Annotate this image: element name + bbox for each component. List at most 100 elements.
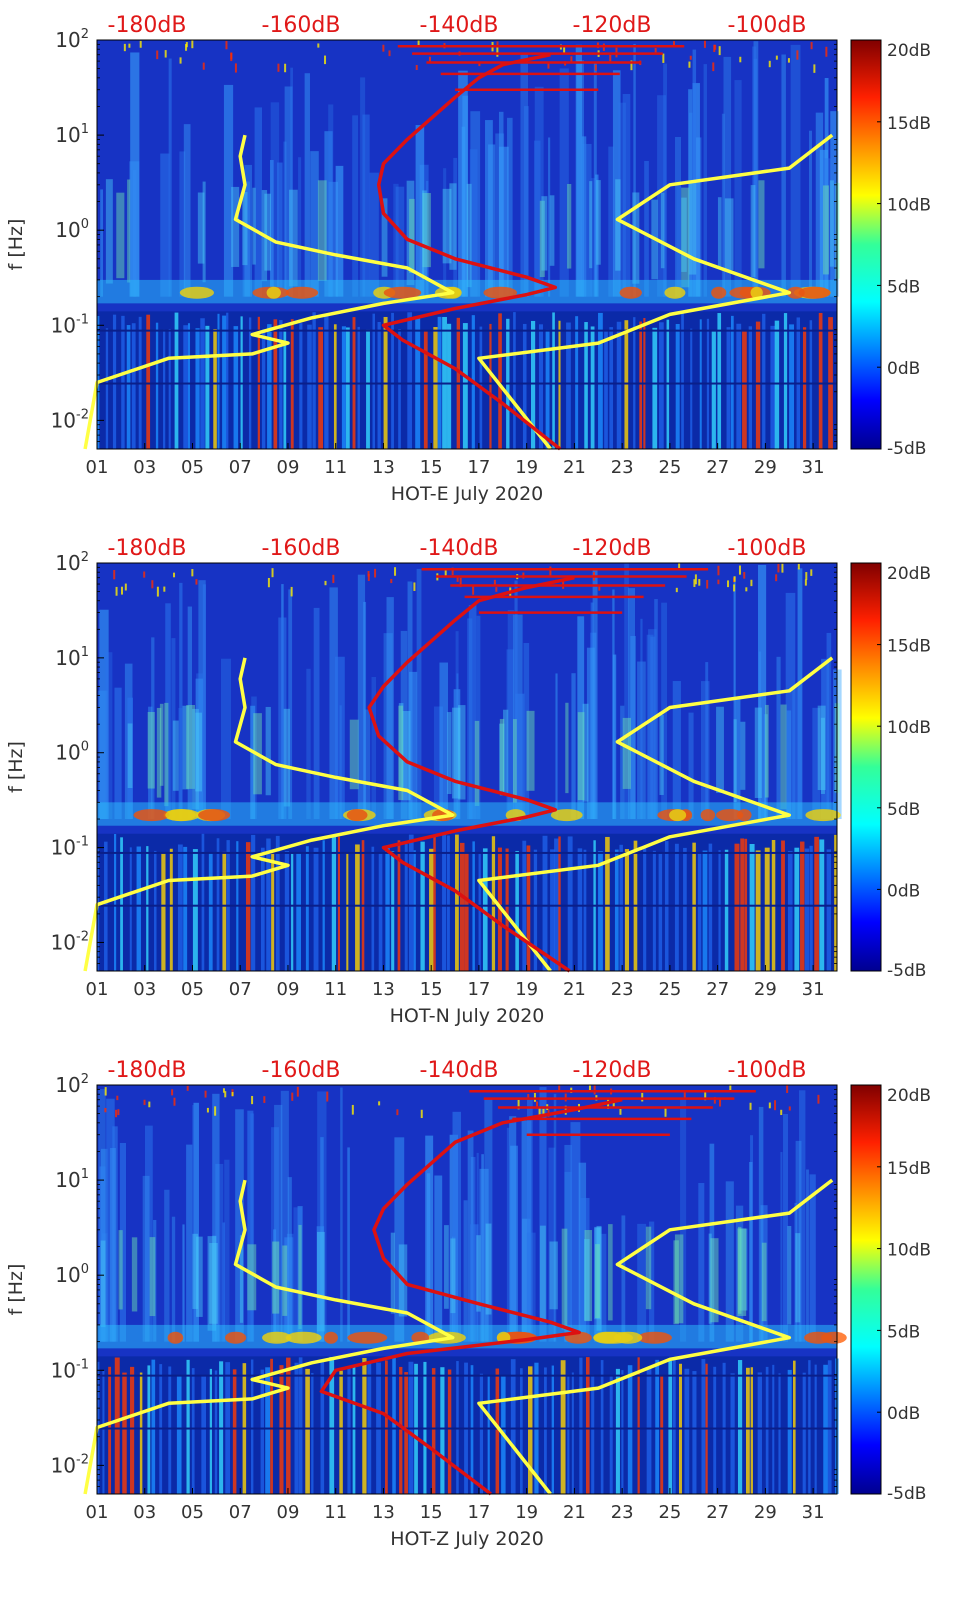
x-tick-label: 03 [133,979,156,1000]
y-tick-label: 100 [55,217,89,242]
colorbar-tick-label: 5dB [887,277,920,297]
colorbar-tick-label: 10dB [887,718,931,738]
x-tick-label: 29 [754,1502,777,1523]
x-tick-label: 19 [515,979,538,1000]
x-tick-label: 01 [86,1502,109,1523]
x-axis-label: HOT-N July 2020 [390,1005,545,1027]
x-tick-label: 27 [706,979,729,1000]
y-tick-label: 102 [55,27,89,52]
noise-model-curve-red [319,1097,623,1496]
colorbar-tick-label: 0dB [887,1404,920,1424]
colorbar-tick-label: 15dB [887,114,931,134]
colorbar-tick-label: 0dB [887,359,920,379]
top-axis-db-label: -180dB [108,1058,187,1083]
y-tick-label: 10-2 [51,1452,89,1477]
y-tick-label: 102 [55,1072,89,1097]
colorbar [850,1084,882,1495]
x-tick-label: 25 [658,979,681,1000]
top-axis-db-label: -180dB [108,13,187,38]
x-tick-label: 27 [706,1502,729,1523]
x-tick-label: 01 [86,979,109,1000]
colorbar-tick-label: 20dB [887,1086,931,1106]
top-axis-db-label: -100dB [728,13,807,38]
top-axis-db-label: -100dB [728,536,807,561]
x-tick-label: 05 [181,1502,204,1523]
x-tick-label: 17 [467,457,490,478]
x-tick-label: 25 [658,1502,681,1523]
top-axis-db-label: -160dB [262,13,341,38]
colorbar-tick-label: -5dB [887,1484,926,1504]
y-tick-label: 101 [55,645,89,670]
colorbar-tick-label: -5dB [887,439,926,459]
plot-frame [96,1084,838,1495]
x-tick-label: 01 [86,457,109,478]
top-axis-db-label: -180dB [108,536,187,561]
y-tick-label: 10-1 [51,1357,89,1382]
x-tick-label: 03 [133,1502,156,1523]
noise-model-curve-red [367,575,575,973]
band-line [97,851,837,854]
y-axis-label: f [Hz] [5,741,27,793]
colorbar-tick-label: 10dB [887,196,931,216]
x-axis-label: HOT-Z July 2020 [390,1528,544,1550]
colorbar-tick-label: -5dB [887,961,926,981]
noise-model-curve-yellow [477,656,834,973]
x-tick-label: 05 [181,979,204,1000]
band-line [97,329,837,332]
x-tick-label: 17 [467,979,490,1000]
y-tick-label: 10-2 [51,929,89,954]
colorbar-tick-label: 0dB [887,881,920,901]
spectrogram-texture [97,1087,847,1349]
x-tick-label: 31 [802,979,825,1000]
x-tick-label: 23 [611,979,634,1000]
x-tick-label: 21 [563,457,586,478]
x-tick-label: 15 [420,1502,443,1523]
x-tick-label: 29 [754,457,777,478]
top-axis-db-label: -120dB [573,1058,652,1083]
y-tick-label: 101 [55,1167,89,1192]
x-tick-label: 13 [372,457,395,478]
colorbar-tick-label: 10dB [887,1241,931,1261]
plot-frame [96,39,838,450]
x-tick-label: 13 [372,979,395,1000]
top-axis-db-label: -160dB [262,1058,341,1083]
colorbar-tick-label: 5dB [887,800,920,820]
noise-model-curve-yellow [477,1178,834,1496]
band-line [97,904,837,907]
x-tick-label: 17 [467,1502,490,1523]
y-tick-label: 10-1 [51,312,89,337]
x-tick-label: 15 [420,457,443,478]
band-line [97,1427,837,1430]
top-axis-db-label: -140dB [420,13,499,38]
x-tick-label: 03 [133,457,156,478]
noise-model-curve-yellow [477,133,834,451]
noise-model-curve-yellow [83,1179,455,1495]
x-tick-label: 05 [181,457,204,478]
y-tick-label: 101 [55,122,89,147]
band-line [97,1374,837,1377]
x-tick-label: 31 [802,457,825,478]
y-tick-label: 100 [55,740,89,765]
x-tick-label: 09 [277,1502,300,1523]
x-tick-label: 13 [372,1502,395,1523]
top-axis-db-label: -100dB [728,1058,807,1083]
x-tick-label: 21 [563,1502,586,1523]
x-tick-label: 11 [324,1502,347,1523]
x-tick-label: 23 [611,1502,634,1523]
x-tick-label: 29 [754,979,777,1000]
noise-model-curve-red [376,52,562,451]
spectrogram-panel-1: 01 03 05 07 09 11 13 15 17 19 21 23 25 27 29 31 HOT-E Ju… [5,13,931,505]
x-tick-label: 27 [706,457,729,478]
y-axis-label: f [Hz] [5,1264,27,1316]
x-tick-label: 09 [277,979,300,1000]
top-axis-db-label: -160dB [262,536,341,561]
x-tick-label: 19 [515,457,538,478]
x-tick-label: 07 [229,1502,252,1523]
low-frequency-stripes [97,312,833,449]
colorbar-tick-label: 15dB [887,637,931,657]
top-axis-db-label: -140dB [420,536,499,561]
spectrogram-panel-3: 01 03 05 07 09 11 13 15 17 19 21 23 25 27 29 31 HOT-Z Ju… [5,1058,931,1550]
noise-model-curve-yellow [83,657,455,972]
y-tick-label: 10-2 [51,407,89,432]
